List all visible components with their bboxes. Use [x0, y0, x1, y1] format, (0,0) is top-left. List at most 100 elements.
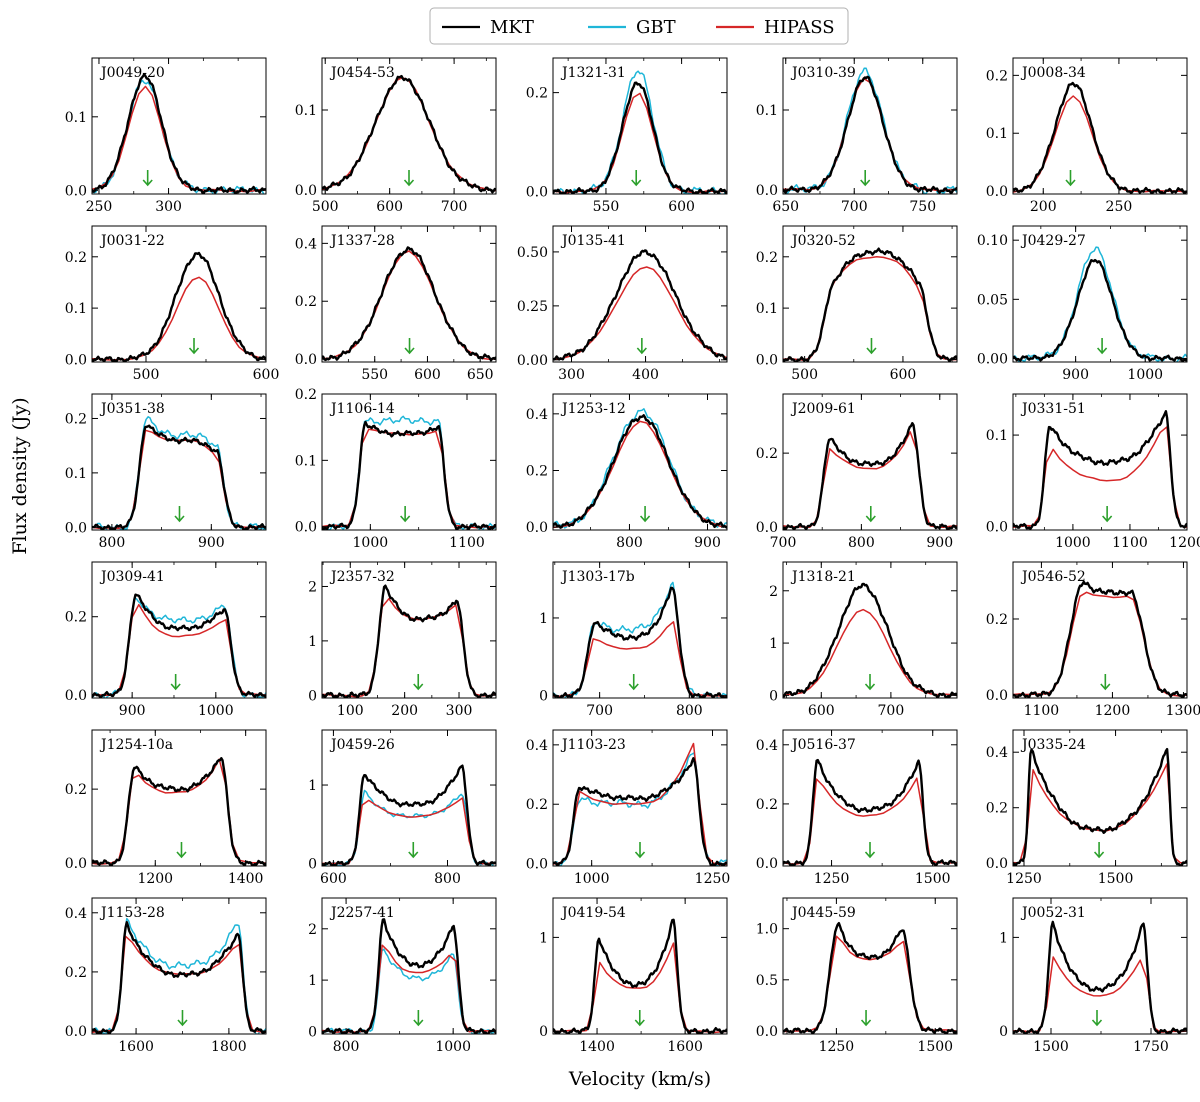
series-hipass-line — [1013, 763, 1187, 864]
x-tick-label: 250 — [86, 199, 113, 215]
panel-frame — [782, 561, 958, 699]
velocity-marker-head — [1102, 515, 1113, 523]
series-mkt-line — [553, 757, 727, 866]
x-tick-label: 1100 — [1024, 703, 1060, 719]
panel-lines — [92, 73, 266, 194]
panel-lines — [322, 415, 496, 530]
x-tick-label: 1500 — [1098, 871, 1134, 887]
panel-title: J1254-10a — [99, 737, 173, 753]
panel-frame — [321, 225, 497, 363]
y-tick-label: 0.2 — [65, 782, 87, 798]
x-tick-label: 300 — [155, 199, 182, 215]
y-tick-label: 0.50 — [517, 245, 548, 261]
velocity-marker-head — [631, 179, 642, 187]
panel-lines — [92, 757, 266, 866]
panel-frame — [321, 729, 497, 867]
panel-title: J0052-31 — [1020, 905, 1086, 921]
y-tick-label: 1 — [999, 930, 1008, 946]
panel-frame — [91, 225, 267, 363]
velocity-marker-head — [860, 1019, 872, 1027]
panel-j0335-24: 1250 1500 0.0 0.2 0.4 J0335-24 — [986, 729, 1188, 887]
legend-label-hipass: HIPASS — [764, 17, 835, 38]
panel-lines — [783, 247, 957, 362]
panel-j0331-51: 1000 1100 1200 0.0 0.1 J0331-51 — [986, 393, 1200, 551]
velocity-marker-head — [408, 851, 419, 859]
x-tick-label: 500 — [133, 367, 160, 383]
panel-lines — [553, 408, 727, 529]
y-tick-label: 0.1 — [65, 466, 87, 482]
panel-frame — [552, 393, 728, 531]
panel-title: J0459-26 — [329, 737, 395, 753]
series-hipass-line — [783, 255, 957, 361]
y-tick-label: 0 — [308, 857, 317, 873]
series-hipass-line — [553, 266, 727, 361]
y-tick-label: 0.00 — [977, 351, 1008, 367]
y-tick-label: 0.0 — [756, 520, 778, 536]
x-tick-label: 1000 — [435, 1039, 471, 1055]
x-tick-label: 300 — [446, 703, 473, 719]
x-tick-label: 100 — [337, 703, 364, 719]
x-tick-label: 800 — [434, 871, 461, 887]
panel-title: J0309-41 — [99, 569, 165, 585]
series-mkt-line — [783, 922, 957, 1034]
x-tick-label: 1000 — [574, 871, 610, 887]
y-tick-label: 1 — [539, 611, 548, 627]
panel-frame — [782, 225, 958, 363]
x-tick-label: 600 — [808, 703, 835, 719]
y-tick-label: 0.0 — [65, 183, 87, 199]
panel-title: J0310-39 — [790, 65, 856, 81]
y-tick-label: 0.1 — [756, 301, 778, 317]
panel-title: J0331-51 — [1020, 401, 1086, 417]
panel-j0310-39: 650 700 750 0.0 0.1 J0310-39 — [756, 57, 958, 215]
panel-frame — [552, 225, 728, 363]
series-gbt-line — [783, 67, 957, 194]
series-mkt-line — [322, 74, 496, 194]
panel-lines — [322, 246, 496, 362]
y-tick-label: 0.25 — [517, 299, 548, 315]
x-tick-label: 900 — [926, 535, 953, 551]
panel-frame — [552, 561, 728, 699]
panel-frame — [1012, 897, 1188, 1035]
series-mkt-line — [322, 764, 496, 866]
y-tick-label: 0.0 — [295, 352, 317, 368]
panel-title: J1253-12 — [560, 401, 626, 417]
y-tick-label: 0.2 — [526, 464, 548, 480]
y-tick-label: 0.2 — [295, 387, 317, 403]
y-tick-label: 0.4 — [756, 738, 778, 754]
series-gbt-line — [553, 581, 727, 698]
series-mkt-line — [322, 420, 496, 530]
legend-label-mkt: MKT — [490, 17, 534, 38]
panel-j0052-31: 1500 1750 0 1 J0052-31 — [999, 897, 1188, 1055]
series-hipass-line — [92, 758, 266, 866]
y-tick-label: 0.0 — [65, 352, 87, 368]
y-tick-label: 0.10 — [977, 233, 1008, 249]
panel-frame — [321, 561, 497, 699]
x-tick-label: 1200 — [1169, 535, 1200, 551]
x-tick-label: 700 — [441, 199, 468, 215]
x-tick-label: 1250 — [814, 871, 850, 887]
panel-lines — [1013, 920, 1187, 1034]
panel-title: J1337-28 — [329, 233, 395, 249]
panel-title: J0546-52 — [1020, 569, 1086, 585]
panel-j1103-23: 1000 1250 0.0 0.2 0.4 J1103-23 — [526, 729, 730, 887]
x-tick-label: 1000 — [198, 703, 234, 719]
panel-frame — [1012, 561, 1188, 699]
y-tick-label: 1 — [308, 973, 317, 989]
velocity-marker-head — [634, 1019, 645, 1027]
velocity-marker-head — [1100, 683, 1111, 691]
x-tick-label: 1200 — [1095, 703, 1131, 719]
series-mkt-line — [1013, 81, 1187, 194]
panel-lines — [553, 918, 727, 1034]
y-tick-label: 0.2 — [986, 801, 1008, 817]
x-tick-label: 900 — [694, 535, 721, 551]
y-tick-label: 0.0 — [65, 688, 87, 704]
x-tick-label: 200 — [1030, 199, 1057, 215]
panel-lines — [322, 584, 496, 698]
y-tick-label: 0.4 — [986, 745, 1008, 761]
panel-frame — [321, 897, 497, 1035]
panel-frame — [782, 729, 958, 867]
panel-frame — [91, 897, 267, 1035]
velocity-marker-head — [404, 347, 415, 355]
series-mkt-line — [92, 757, 266, 866]
series-mkt-line — [1013, 747, 1187, 866]
